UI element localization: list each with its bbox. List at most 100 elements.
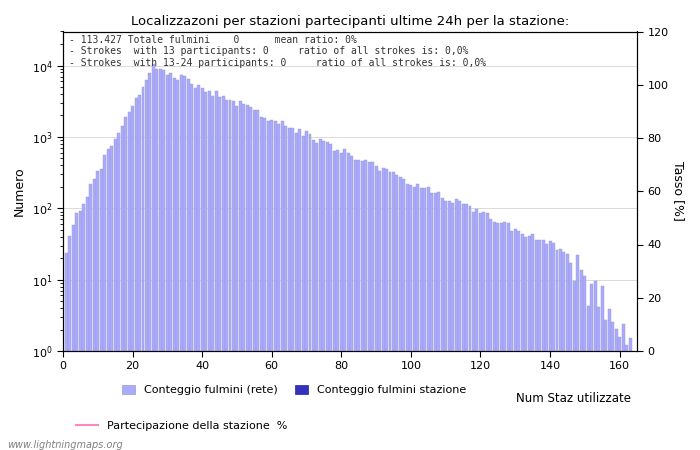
Bar: [148, 73, 151, 450]
Bar: [274, 122, 276, 450]
Bar: [215, 91, 218, 450]
Bar: [542, 240, 545, 450]
Bar: [371, 162, 374, 450]
Bar: [141, 87, 144, 450]
Bar: [448, 201, 451, 450]
Bar: [594, 282, 596, 450]
Bar: [441, 198, 444, 450]
Bar: [434, 194, 437, 450]
Bar: [180, 75, 183, 450]
Bar: [83, 204, 85, 450]
Bar: [608, 309, 610, 450]
Bar: [569, 263, 573, 450]
Bar: [242, 104, 246, 450]
Y-axis label: Tasso [%]: Tasso [%]: [672, 161, 685, 221]
Bar: [493, 222, 496, 450]
Bar: [510, 231, 513, 450]
Bar: [263, 118, 266, 450]
Bar: [113, 140, 117, 450]
Bar: [566, 254, 569, 450]
Bar: [451, 203, 454, 450]
Bar: [305, 131, 308, 450]
Bar: [260, 117, 262, 450]
Bar: [340, 153, 343, 450]
Bar: [538, 240, 541, 450]
Bar: [288, 128, 290, 450]
Bar: [465, 204, 468, 450]
Bar: [86, 198, 89, 450]
Bar: [162, 70, 165, 450]
Bar: [256, 110, 259, 450]
Bar: [354, 160, 357, 450]
Bar: [239, 102, 242, 450]
Bar: [420, 188, 423, 450]
Bar: [333, 151, 336, 450]
Bar: [225, 100, 228, 450]
Bar: [138, 95, 141, 450]
Bar: [104, 155, 106, 450]
Bar: [309, 134, 312, 450]
Bar: [524, 237, 527, 450]
Bar: [270, 120, 273, 450]
Bar: [427, 187, 430, 450]
Bar: [106, 149, 110, 450]
Text: Num Staz utilizzate: Num Staz utilizzate: [517, 392, 631, 405]
Bar: [323, 141, 326, 450]
Bar: [413, 187, 416, 450]
Bar: [458, 202, 461, 450]
Bar: [69, 237, 71, 450]
Bar: [90, 184, 92, 450]
Bar: [350, 156, 354, 450]
Bar: [201, 88, 204, 450]
Bar: [430, 193, 433, 450]
Bar: [486, 213, 489, 450]
Bar: [295, 133, 298, 450]
Bar: [326, 142, 329, 450]
Bar: [235, 106, 239, 450]
Bar: [468, 206, 472, 450]
Bar: [319, 139, 322, 450]
Bar: [563, 252, 566, 450]
Bar: [517, 231, 520, 450]
Bar: [625, 345, 628, 450]
Bar: [204, 92, 207, 450]
Bar: [615, 329, 617, 450]
Bar: [382, 167, 384, 450]
Bar: [503, 222, 506, 450]
Bar: [173, 77, 176, 450]
Bar: [336, 150, 340, 450]
Bar: [444, 201, 447, 450]
Bar: [496, 223, 499, 450]
Bar: [246, 105, 249, 450]
Bar: [604, 320, 607, 450]
Bar: [169, 72, 172, 450]
Bar: [590, 284, 594, 450]
Bar: [124, 117, 127, 450]
Bar: [302, 136, 304, 450]
Bar: [611, 322, 614, 450]
Bar: [187, 79, 190, 450]
Bar: [583, 276, 587, 450]
Bar: [277, 124, 280, 450]
Bar: [232, 101, 235, 450]
Bar: [117, 133, 120, 450]
Bar: [479, 213, 482, 450]
Bar: [218, 97, 221, 450]
Bar: [531, 234, 534, 450]
Bar: [152, 64, 155, 450]
Bar: [131, 106, 134, 450]
Bar: [79, 211, 82, 450]
Bar: [535, 239, 538, 450]
Bar: [528, 236, 531, 450]
Bar: [76, 213, 78, 450]
Bar: [461, 204, 465, 450]
Bar: [197, 85, 200, 450]
Bar: [514, 229, 517, 450]
Bar: [500, 223, 503, 450]
Bar: [482, 212, 485, 450]
Bar: [120, 126, 124, 450]
Bar: [507, 223, 510, 450]
Bar: [127, 112, 131, 450]
Bar: [402, 179, 405, 450]
Bar: [549, 241, 552, 450]
